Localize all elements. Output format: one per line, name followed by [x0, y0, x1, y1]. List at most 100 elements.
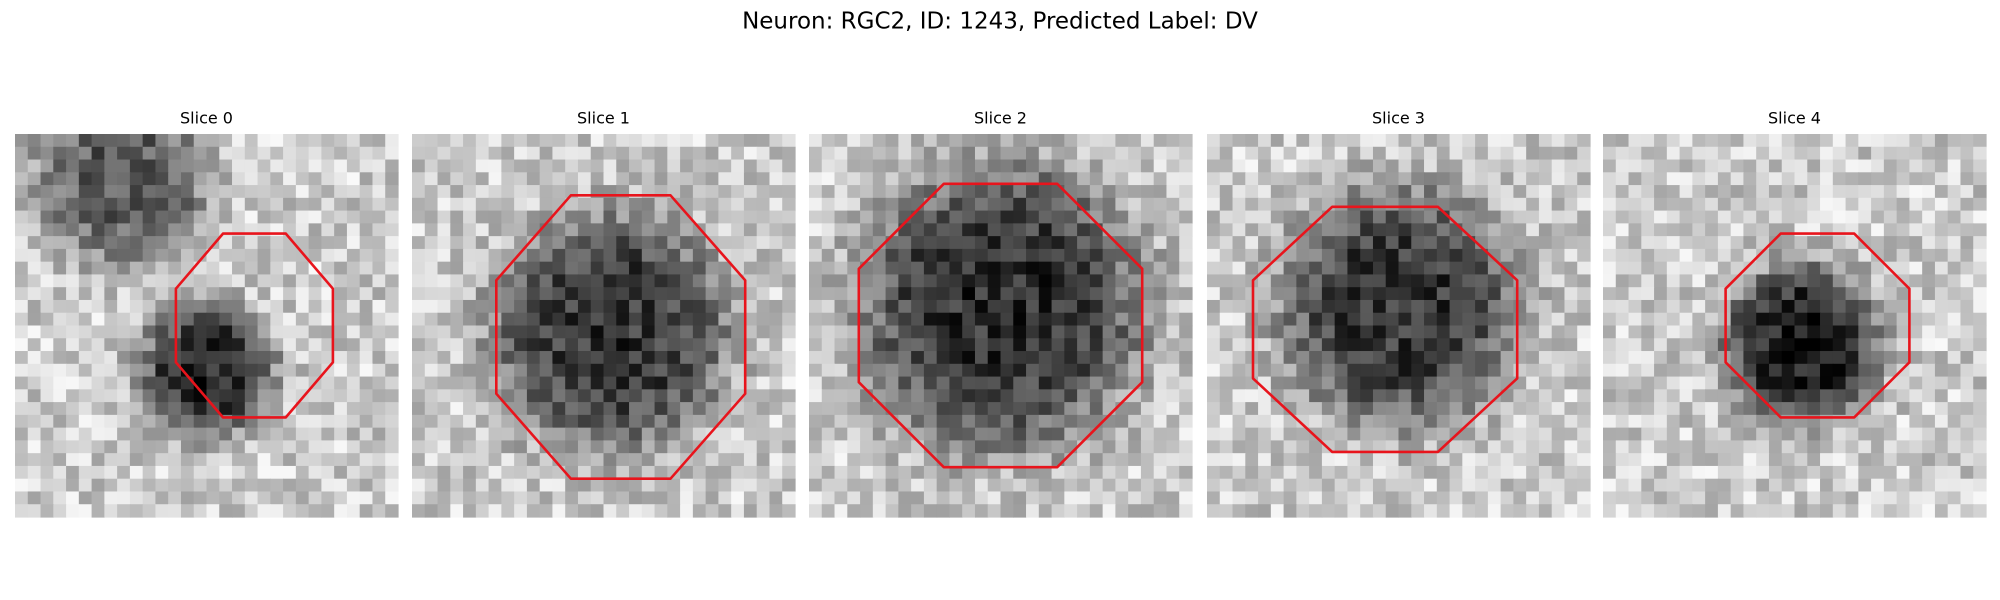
pixel: [1372, 261, 1387, 276]
pixel: [412, 338, 426, 352]
pixel: [334, 453, 348, 467]
pixel: [1051, 338, 1065, 352]
pixel: [1768, 146, 1783, 161]
pixel: [1411, 376, 1425, 390]
pixel: [1089, 287, 1104, 301]
pixel: [654, 440, 668, 454]
pixel: [526, 197, 541, 212]
pixel: [1321, 185, 1336, 199]
pixel: [1692, 338, 1706, 352]
pixel: [782, 402, 796, 416]
pixel: [193, 351, 208, 365]
pixel: [552, 376, 566, 390]
pixel: [898, 491, 912, 505]
pixel: [821, 465, 836, 480]
pixel: [1679, 389, 1693, 403]
pixel: [78, 210, 93, 224]
pixel: [257, 134, 271, 148]
pixel: [1922, 134, 1936, 148]
pixel: [117, 351, 131, 365]
pixel: [142, 210, 157, 224]
pixel: [667, 236, 681, 250]
pixel: [603, 134, 617, 148]
pixel: [40, 287, 54, 301]
pixel: [1896, 312, 1910, 327]
pixel: [40, 274, 54, 288]
pixel: [1128, 299, 1142, 314]
pixel: [78, 299, 93, 314]
pixel: [1372, 185, 1387, 199]
pixel: [283, 402, 297, 416]
pixel: [1717, 210, 1732, 224]
pixel: [193, 363, 208, 378]
pixel: [1513, 159, 1527, 173]
pixel: [501, 427, 515, 441]
pixel: [1768, 325, 1783, 339]
pixel: [809, 236, 823, 250]
pixel: [334, 402, 348, 416]
pixel: [1820, 261, 1834, 276]
pixel: [1179, 338, 1193, 352]
pixel: [949, 287, 963, 301]
pixel: [1436, 312, 1451, 327]
pixel: [1089, 197, 1104, 212]
pixel: [1947, 146, 1962, 161]
pixel: [667, 248, 681, 263]
pixel: [718, 159, 732, 173]
pixel: [463, 504, 477, 518]
pixel: [346, 134, 361, 148]
pixel: [1064, 491, 1078, 505]
pixel: [1475, 402, 1489, 416]
pixel: [40, 402, 54, 416]
pixel: [654, 338, 668, 352]
pixel: [641, 248, 656, 263]
pixel: [1385, 248, 1400, 263]
pixel: [488, 427, 502, 441]
pixel: [539, 478, 554, 493]
pixel: [1000, 146, 1014, 161]
pixel: [1000, 504, 1014, 518]
pixel: [1705, 453, 1719, 467]
pixel: [743, 338, 758, 352]
pixel: [1705, 261, 1719, 276]
pixel: [539, 504, 554, 518]
pixel: [475, 197, 490, 212]
pixel: [1615, 146, 1630, 161]
pixel: [1360, 504, 1374, 518]
pixel: [1283, 325, 1297, 339]
pixel: [1000, 402, 1014, 416]
pixel: [1513, 453, 1527, 467]
pixel: [692, 465, 707, 480]
pixel: [104, 274, 118, 288]
pixel: [872, 376, 887, 390]
pixel: [1245, 172, 1259, 186]
pixel: [53, 427, 67, 441]
pixel: [1026, 287, 1040, 301]
pixel: [1526, 197, 1540, 212]
pixel: [898, 197, 912, 212]
slice-panel: Slice 3: [1207, 109, 1591, 518]
pixel: [1372, 223, 1387, 237]
pixel: [1089, 274, 1104, 288]
pixel: [232, 325, 246, 339]
pixel: [53, 491, 67, 505]
pixel: [616, 363, 630, 378]
pixel: [936, 440, 951, 454]
pixel: [962, 363, 976, 378]
pixel: [1026, 389, 1040, 403]
pixel: [552, 287, 566, 301]
pixel: [1296, 248, 1310, 263]
pixel: [1372, 274, 1387, 288]
pixel: [1115, 248, 1129, 263]
pixel: [15, 236, 29, 250]
pixel: [372, 478, 386, 493]
pixel: [1538, 440, 1553, 454]
pixel: [1398, 491, 1412, 505]
pixel: [219, 261, 233, 276]
pixel: [898, 299, 912, 314]
pixel: [1883, 402, 1898, 416]
pixel: [667, 261, 681, 276]
pixel: [911, 146, 925, 161]
pixel: [1462, 402, 1476, 416]
pixel: [53, 261, 67, 276]
